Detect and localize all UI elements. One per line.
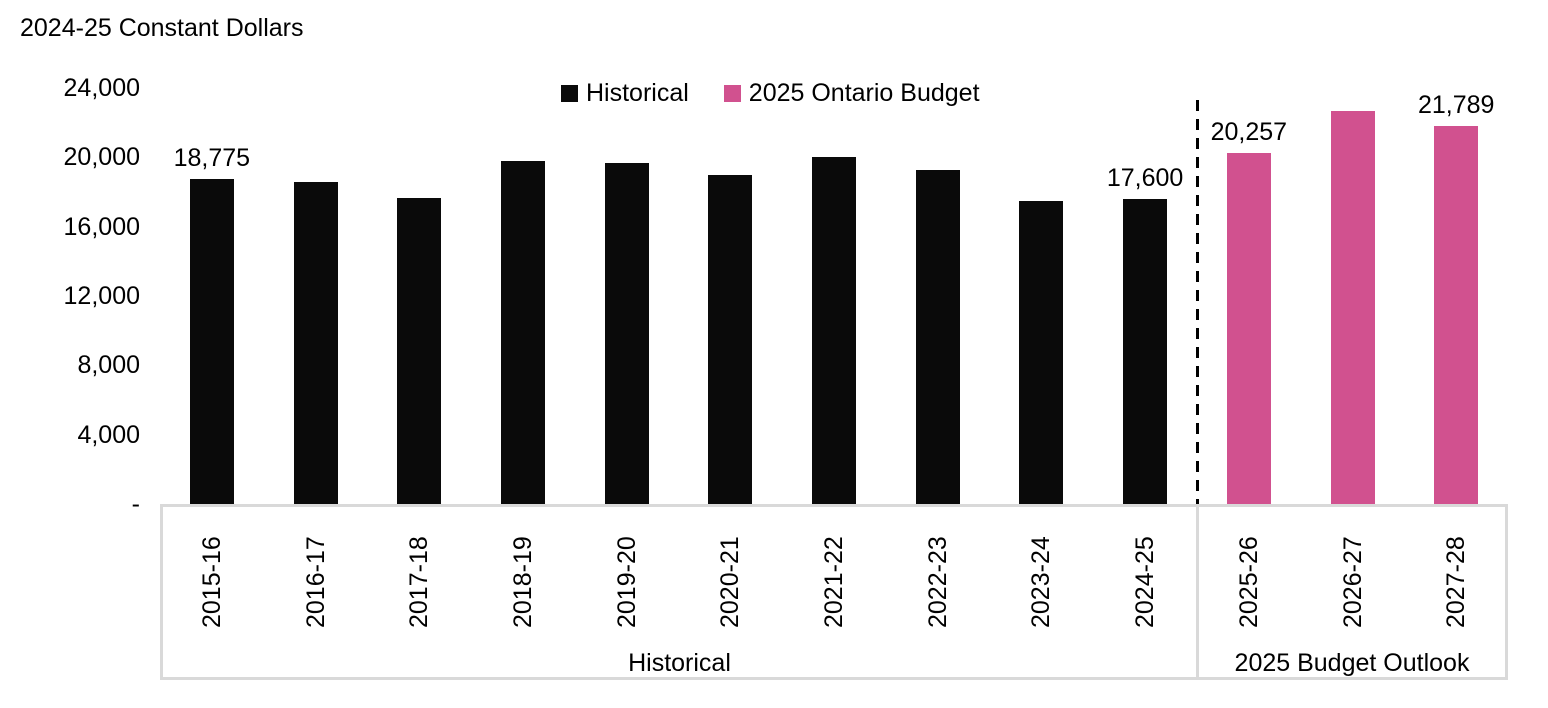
bar-2017-18 (397, 198, 442, 504)
group-label-historical: Historical (628, 649, 731, 677)
x-axis-tick-label: 2016-17 (301, 536, 330, 628)
bar-value-label: 18,775 (173, 144, 251, 172)
chart-title: 2024-25 Constant Dollars (20, 14, 304, 42)
legend-item-historical: Historical (561, 78, 689, 108)
y-axis-tick-label: 12,000 (63, 282, 140, 310)
x-axis-tick-label: 2022-23 (923, 536, 952, 628)
bar-2015-16 (189, 179, 234, 504)
y-axis-tick-label: 8,000 (77, 351, 140, 380)
bar-2021-22 (812, 157, 856, 504)
y-axis-tick-label: - (131, 490, 140, 518)
x-axis-box (160, 504, 1508, 680)
bar-2025-26 (1226, 153, 1271, 504)
bar-2027-28 (1434, 126, 1479, 504)
x-axis-tick-label: 2027-28 (1442, 536, 1471, 628)
bar-2020-21 (708, 175, 753, 504)
group-label-budget-outlook: 2025 Budget Outlook (1234, 649, 1470, 677)
legend-swatch-ontario-budget-icon (723, 84, 741, 102)
bar-2018-19 (500, 161, 545, 504)
x-axis-tick-label: 2021-22 (820, 536, 848, 628)
legend-label-historical: Historical (586, 79, 689, 107)
legend: Historical 2025 Ontario Budget (561, 78, 980, 108)
x-axis-tick-label: 2023-24 (1027, 536, 1056, 628)
bar-value-label: 21,789 (1417, 91, 1495, 119)
bar-2026-27 (1330, 111, 1375, 504)
legend-swatch-historical-icon (561, 84, 578, 102)
y-axis-tick-label: 16,000 (63, 212, 140, 241)
bar-2023-24 (1019, 201, 1064, 504)
y-axis-tick-label: 24,000 (63, 74, 140, 102)
bar-2019-20 (604, 163, 649, 504)
x-axis-tick-label: 2017-18 (405, 536, 434, 628)
x-axis-tick-label: 2019-20 (612, 536, 641, 628)
x-axis-tick-label: 2018-19 (508, 536, 537, 628)
bar-2024-25 (1123, 199, 1168, 504)
x-axis-tick-label: 2015-16 (197, 536, 226, 628)
x-axis-tick-label: 2026-27 (1338, 536, 1367, 628)
bar-value-label: 20,257 (1210, 118, 1288, 146)
y-axis-tick-label: 4,000 (77, 420, 140, 449)
y-axis-tick-label: 20,000 (63, 143, 140, 172)
x-axis-tick-label: 2024-25 (1131, 536, 1160, 628)
forecast-separator-dashed-line (1196, 100, 1199, 504)
legend-label-ontario-budget: 2025 Ontario Budget (748, 79, 980, 107)
bar-value-label: 17,600 (1106, 164, 1184, 192)
bar-2022-23 (915, 170, 960, 504)
x-axis-tick-label: 2020-21 (716, 536, 745, 628)
x-axis-box-divider (1196, 504, 1199, 680)
x-axis-tick-label: 2025-26 (1234, 536, 1263, 628)
legend-item-ontario-budget: 2025 Ontario Budget (723, 78, 980, 108)
bar-2016-17 (293, 182, 338, 504)
